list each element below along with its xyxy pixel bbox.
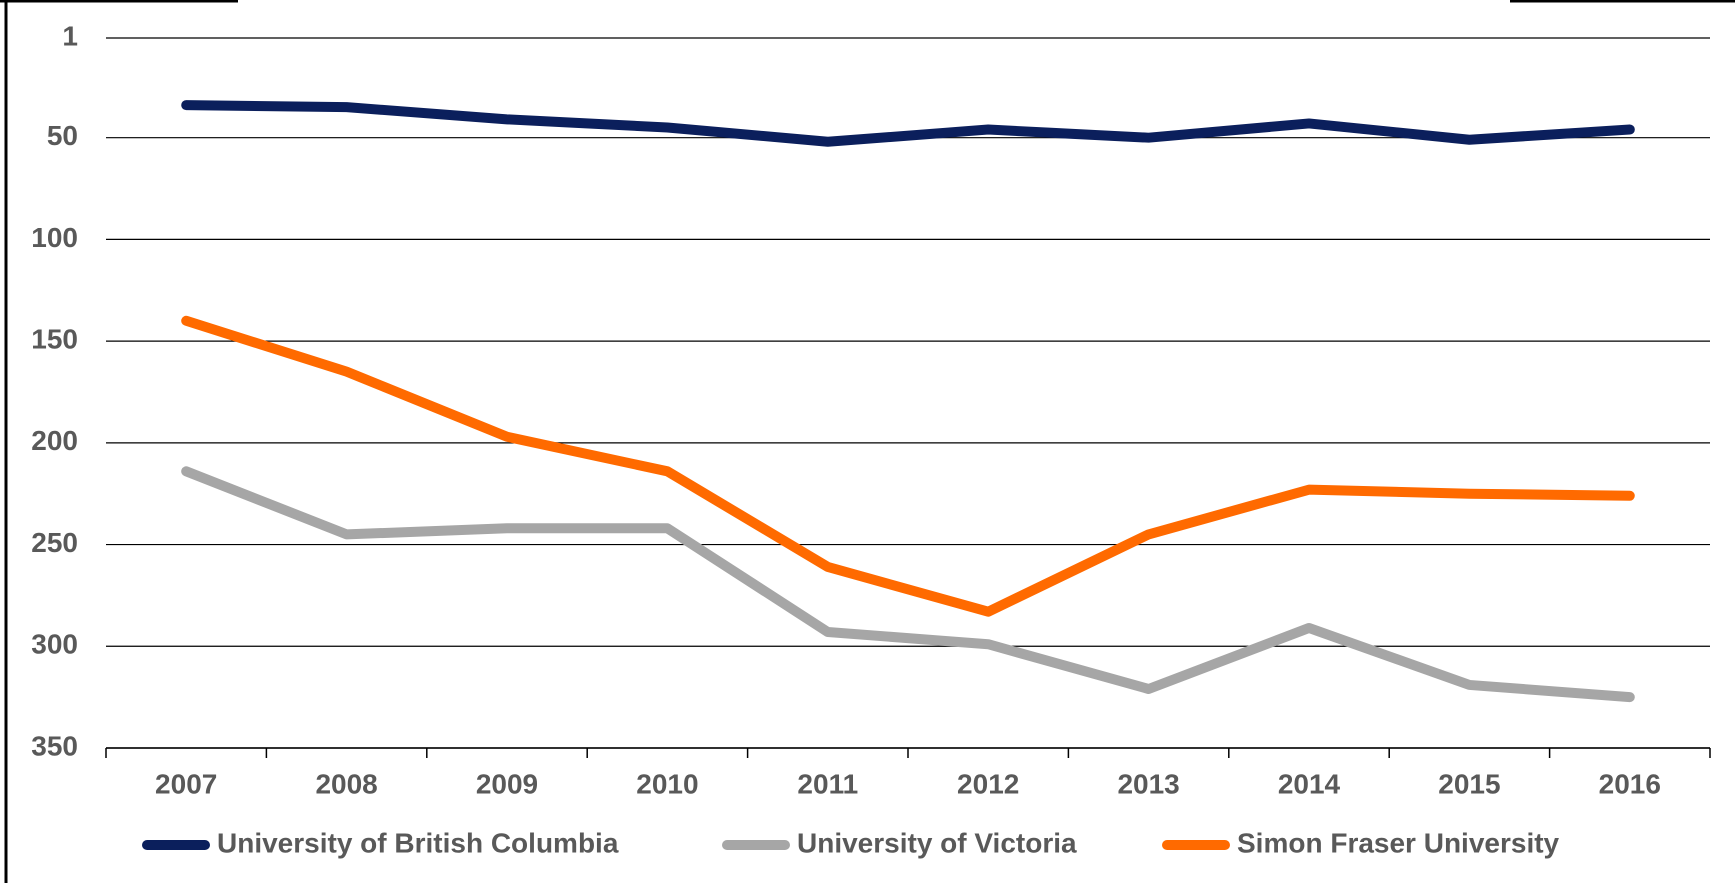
x-tick-label: 2009: [476, 768, 538, 799]
series-line: [181, 315, 1635, 617]
y-tick-label: 50: [47, 120, 78, 151]
x-tick-label: 2008: [315, 768, 377, 799]
series-line: [181, 100, 1635, 147]
y-tick-label: 250: [31, 527, 78, 558]
x-tick-label: 2012: [957, 768, 1019, 799]
y-tick-label: 350: [31, 730, 78, 761]
legend-label: University of Victoria: [797, 827, 1077, 858]
series-line: [181, 466, 1635, 703]
x-tick-label: 2007: [155, 768, 217, 799]
legend-label: Simon Fraser University: [1237, 827, 1560, 858]
x-tick-label: 2014: [1278, 768, 1341, 799]
x-tick-label: 2010: [636, 768, 698, 799]
y-tick-label: 100: [31, 222, 78, 253]
y-tick-label: 200: [31, 425, 78, 456]
y-tick-label: 150: [31, 324, 78, 355]
x-tick-label: 2015: [1438, 768, 1500, 799]
legend-label: University of British Columbia: [217, 827, 619, 858]
x-tick-label: 2013: [1117, 768, 1179, 799]
y-tick-label: 1: [62, 20, 78, 51]
y-tick-label: 300: [31, 629, 78, 660]
x-tick-label: 2016: [1599, 768, 1661, 799]
x-tick-label: 2011: [797, 768, 858, 799]
